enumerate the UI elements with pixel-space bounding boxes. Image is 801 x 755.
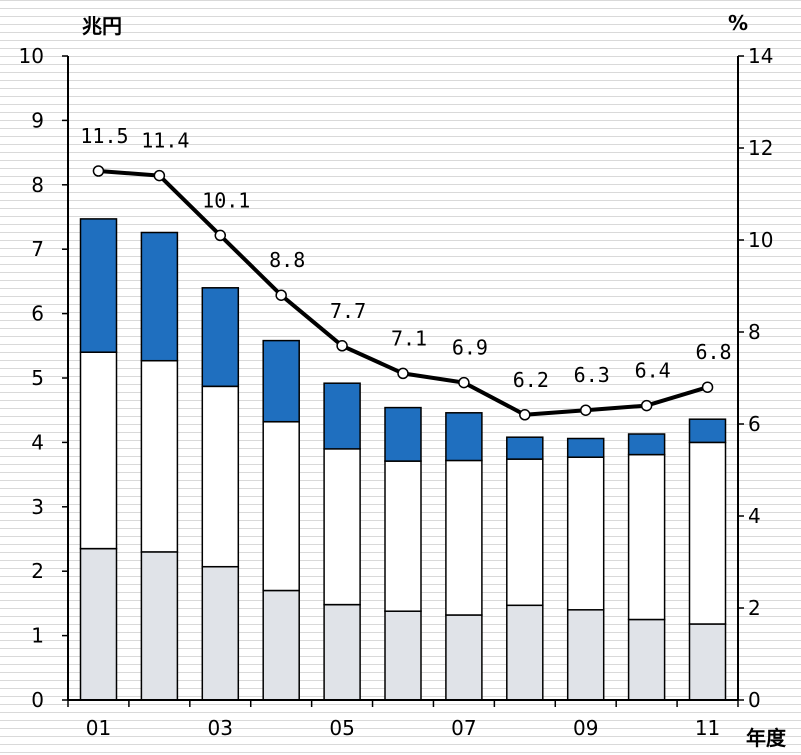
ratio-point-08 xyxy=(519,409,531,421)
bar-segment-1-05 xyxy=(323,603,361,701)
ratio-point-07 xyxy=(458,376,470,389)
left-tick-label-8: 8 xyxy=(31,173,44,197)
bar-segment-1-11 xyxy=(688,623,727,701)
ratio-label-10: 6.4 xyxy=(635,359,671,383)
bar-segment-3-11 xyxy=(688,418,727,444)
bar-segment-1-06 xyxy=(384,610,422,701)
bar-segment-2-08 xyxy=(506,458,544,607)
bar-segment-2-04 xyxy=(262,421,300,592)
bar-segment-3-04 xyxy=(262,339,300,423)
bar-segment-3-08 xyxy=(506,436,544,460)
ratio-label-05: 7.7 xyxy=(330,299,366,323)
left-tick-label-7: 7 xyxy=(31,237,44,261)
right-tick-label-4: 4 xyxy=(748,504,761,528)
bar-segment-2-06 xyxy=(384,460,422,612)
ratio-point-02 xyxy=(153,169,166,182)
bar-segment-3-01 xyxy=(79,218,118,353)
left-tick-label-5: 5 xyxy=(31,366,44,390)
ratio-label-07: 6.9 xyxy=(452,336,488,360)
ratio-point-03 xyxy=(214,229,227,242)
bar-segment-2-09 xyxy=(566,456,605,611)
axes-layer xyxy=(62,55,744,707)
bar-segment-2-02 xyxy=(140,359,179,553)
ratio-point-09 xyxy=(579,404,592,416)
bar-segment-3-03 xyxy=(201,287,240,388)
left-tick-label-10: 10 xyxy=(19,44,44,68)
bar-segment-1-07 xyxy=(445,614,483,701)
right-tick-label-2: 2 xyxy=(748,596,761,620)
ratio-point-04 xyxy=(275,289,287,301)
right-tick-label-6: 6 xyxy=(748,412,761,436)
ratio-point-01 xyxy=(92,165,105,177)
ratio-label-11: 6.8 xyxy=(695,340,731,364)
bar-segment-1-04 xyxy=(262,589,300,701)
ratio-point-05 xyxy=(336,340,348,352)
bar-segment-1-01 xyxy=(79,547,118,701)
bar-segment-1-09 xyxy=(566,609,605,701)
line-layer xyxy=(92,165,714,421)
bar-segment-1-03 xyxy=(201,565,240,701)
bar-segment-2-05 xyxy=(323,448,361,606)
bar-segment-3-06 xyxy=(384,406,422,462)
x-tick-label-01: 01 xyxy=(86,716,111,740)
right-tick-label-10: 10 xyxy=(748,228,773,252)
ratio-point-11 xyxy=(701,381,714,393)
bar-segment-2-10 xyxy=(627,453,666,621)
left-tick-label-3: 3 xyxy=(31,495,44,519)
bar-segment-2-01 xyxy=(79,351,118,550)
left-tick-label-6: 6 xyxy=(31,302,44,326)
bar-segment-2-03 xyxy=(201,385,240,568)
x-tick-label-07: 07 xyxy=(451,716,476,740)
right-tick-label-14: 14 xyxy=(748,44,773,68)
x-tick-label-09: 09 xyxy=(573,716,598,740)
bar-segment-1-10 xyxy=(627,618,666,701)
left-tick-label-4: 4 xyxy=(31,430,44,454)
right-tick-label-12: 12 xyxy=(748,136,773,160)
right-tick-label-8: 8 xyxy=(748,320,761,344)
x-tick-label-05: 05 xyxy=(329,716,354,740)
bar-segment-3-07 xyxy=(445,412,483,462)
left-tick-label-1: 1 xyxy=(31,624,44,648)
x-tick-label-03: 03 xyxy=(208,716,233,740)
ratio-label-06: 7.1 xyxy=(391,326,427,350)
x-axis-title: 年度 xyxy=(746,726,787,750)
ratio-label-01: 11.5 xyxy=(80,124,128,148)
left-tick-label-9: 9 xyxy=(31,108,44,132)
bar-segment-2-11 xyxy=(688,441,727,625)
left-axis-unit: 兆円 xyxy=(82,14,122,38)
ratio-label-04: 8.8 xyxy=(269,248,305,272)
ratio-point-10 xyxy=(640,399,653,412)
ratio-point-06 xyxy=(397,367,409,380)
left-tick-label-2: 2 xyxy=(31,559,44,583)
ratio-label-08: 6.2 xyxy=(513,368,549,392)
bars-layer xyxy=(79,218,727,701)
right-axis-unit: % xyxy=(728,11,748,35)
right-tick-label-0: 0 xyxy=(748,688,761,712)
ratio-label-02: 11.4 xyxy=(141,129,189,153)
x-tick-label-11: 11 xyxy=(695,716,720,740)
bar-segment-1-08 xyxy=(506,604,544,701)
bar-segment-3-05 xyxy=(323,382,361,450)
bar-segment-3-09 xyxy=(566,437,605,458)
ratio-label-09: 6.3 xyxy=(574,363,610,387)
bar-segment-3-10 xyxy=(627,433,666,456)
bar-segment-1-02 xyxy=(140,551,179,701)
ratio-label-03: 10.1 xyxy=(202,188,250,212)
bar-segment-3-02 xyxy=(140,231,179,362)
bar-segment-2-07 xyxy=(445,459,483,616)
left-tick-label-0: 0 xyxy=(31,688,44,712)
